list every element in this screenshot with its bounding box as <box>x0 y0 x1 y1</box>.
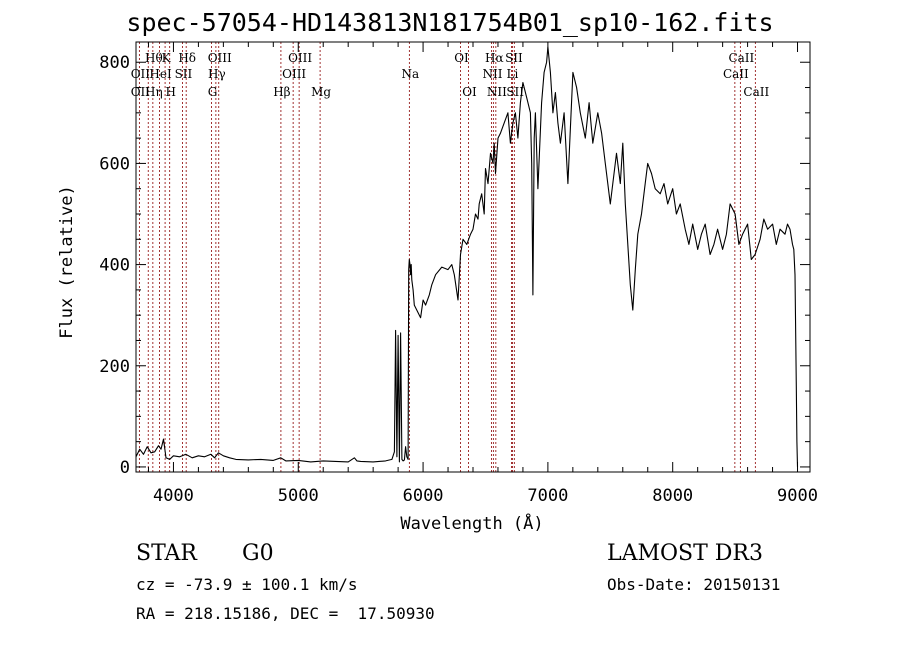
x-axis-label: Wavelength (Å) <box>400 512 543 534</box>
plot-frame <box>135 41 811 473</box>
line-label: HeI <box>149 67 172 81</box>
plot-axes <box>135 41 811 473</box>
survey-name: LAMOST DR3 <box>607 541 763 566</box>
line-label: Li <box>507 67 519 81</box>
line-label: Hα <box>485 51 504 65</box>
x-tick-label: 4000 <box>153 486 194 506</box>
line-label: CaII <box>743 85 769 99</box>
y-tick-label: 0 <box>120 458 130 478</box>
x-tick-label: 9000 <box>777 486 818 506</box>
ra-dec-coords: RA = 218.15186, DEC = 17.50930 <box>136 604 435 623</box>
line-label: H <box>165 85 175 99</box>
y-axis-ticks: 0 200 400 600 800 <box>99 53 810 478</box>
line-label: OI <box>462 85 477 99</box>
line-label: SII <box>175 67 193 81</box>
line-label: NII <box>482 67 502 81</box>
chart-title: spec-57054-HD143813N181754B01_sp10-162.f… <box>126 8 774 37</box>
line-label: K <box>162 51 172 65</box>
line-label: OII <box>131 67 151 81</box>
x-tick-label: 7000 <box>527 486 568 506</box>
x-tick-label: 8000 <box>652 486 693 506</box>
x-tick-label: 5000 <box>278 486 319 506</box>
line-label: NII <box>487 85 507 99</box>
y-axis-label: Flux (relative) <box>57 185 77 339</box>
spectrum-series <box>135 46 799 467</box>
x-tick-label: 6000 <box>403 486 444 506</box>
spectrum-line <box>135 46 799 467</box>
object-class: STAR <box>136 541 197 566</box>
y-tick-label: 600 <box>99 154 130 174</box>
line-label: Hγ <box>208 67 226 81</box>
y-tick-label: 200 <box>99 357 130 377</box>
line-label: OI <box>454 51 469 65</box>
line-label: CaII <box>723 67 749 81</box>
line-label: Hη <box>145 85 163 99</box>
line-label: Hβ <box>273 85 290 99</box>
line-label: SII <box>505 51 523 65</box>
line-label: OIII <box>282 67 306 81</box>
y-tick-label: 400 <box>99 256 130 276</box>
obs-date: Obs-Date: 20150131 <box>607 575 781 594</box>
line-label: SII <box>506 85 524 99</box>
line-label: Hθ <box>145 51 163 65</box>
line-label: OIII <box>288 51 312 65</box>
line-label: Na <box>402 67 420 81</box>
x-axis-ticks: 4000 5000 6000 7000 8000 9000 <box>147 42 818 506</box>
object-subclass: G0 <box>242 541 274 566</box>
line-label: CaII <box>728 51 754 65</box>
redshift-cz: cz = -73.9 ± 100.1 km/s <box>136 575 358 594</box>
line-label: OIII <box>208 51 232 65</box>
line-label: Hδ <box>178 51 196 65</box>
spectral-line-markers <box>138 42 756 472</box>
line-label: Mg <box>311 85 331 99</box>
y-tick-label: 800 <box>99 53 130 73</box>
line-label: G <box>208 85 218 99</box>
